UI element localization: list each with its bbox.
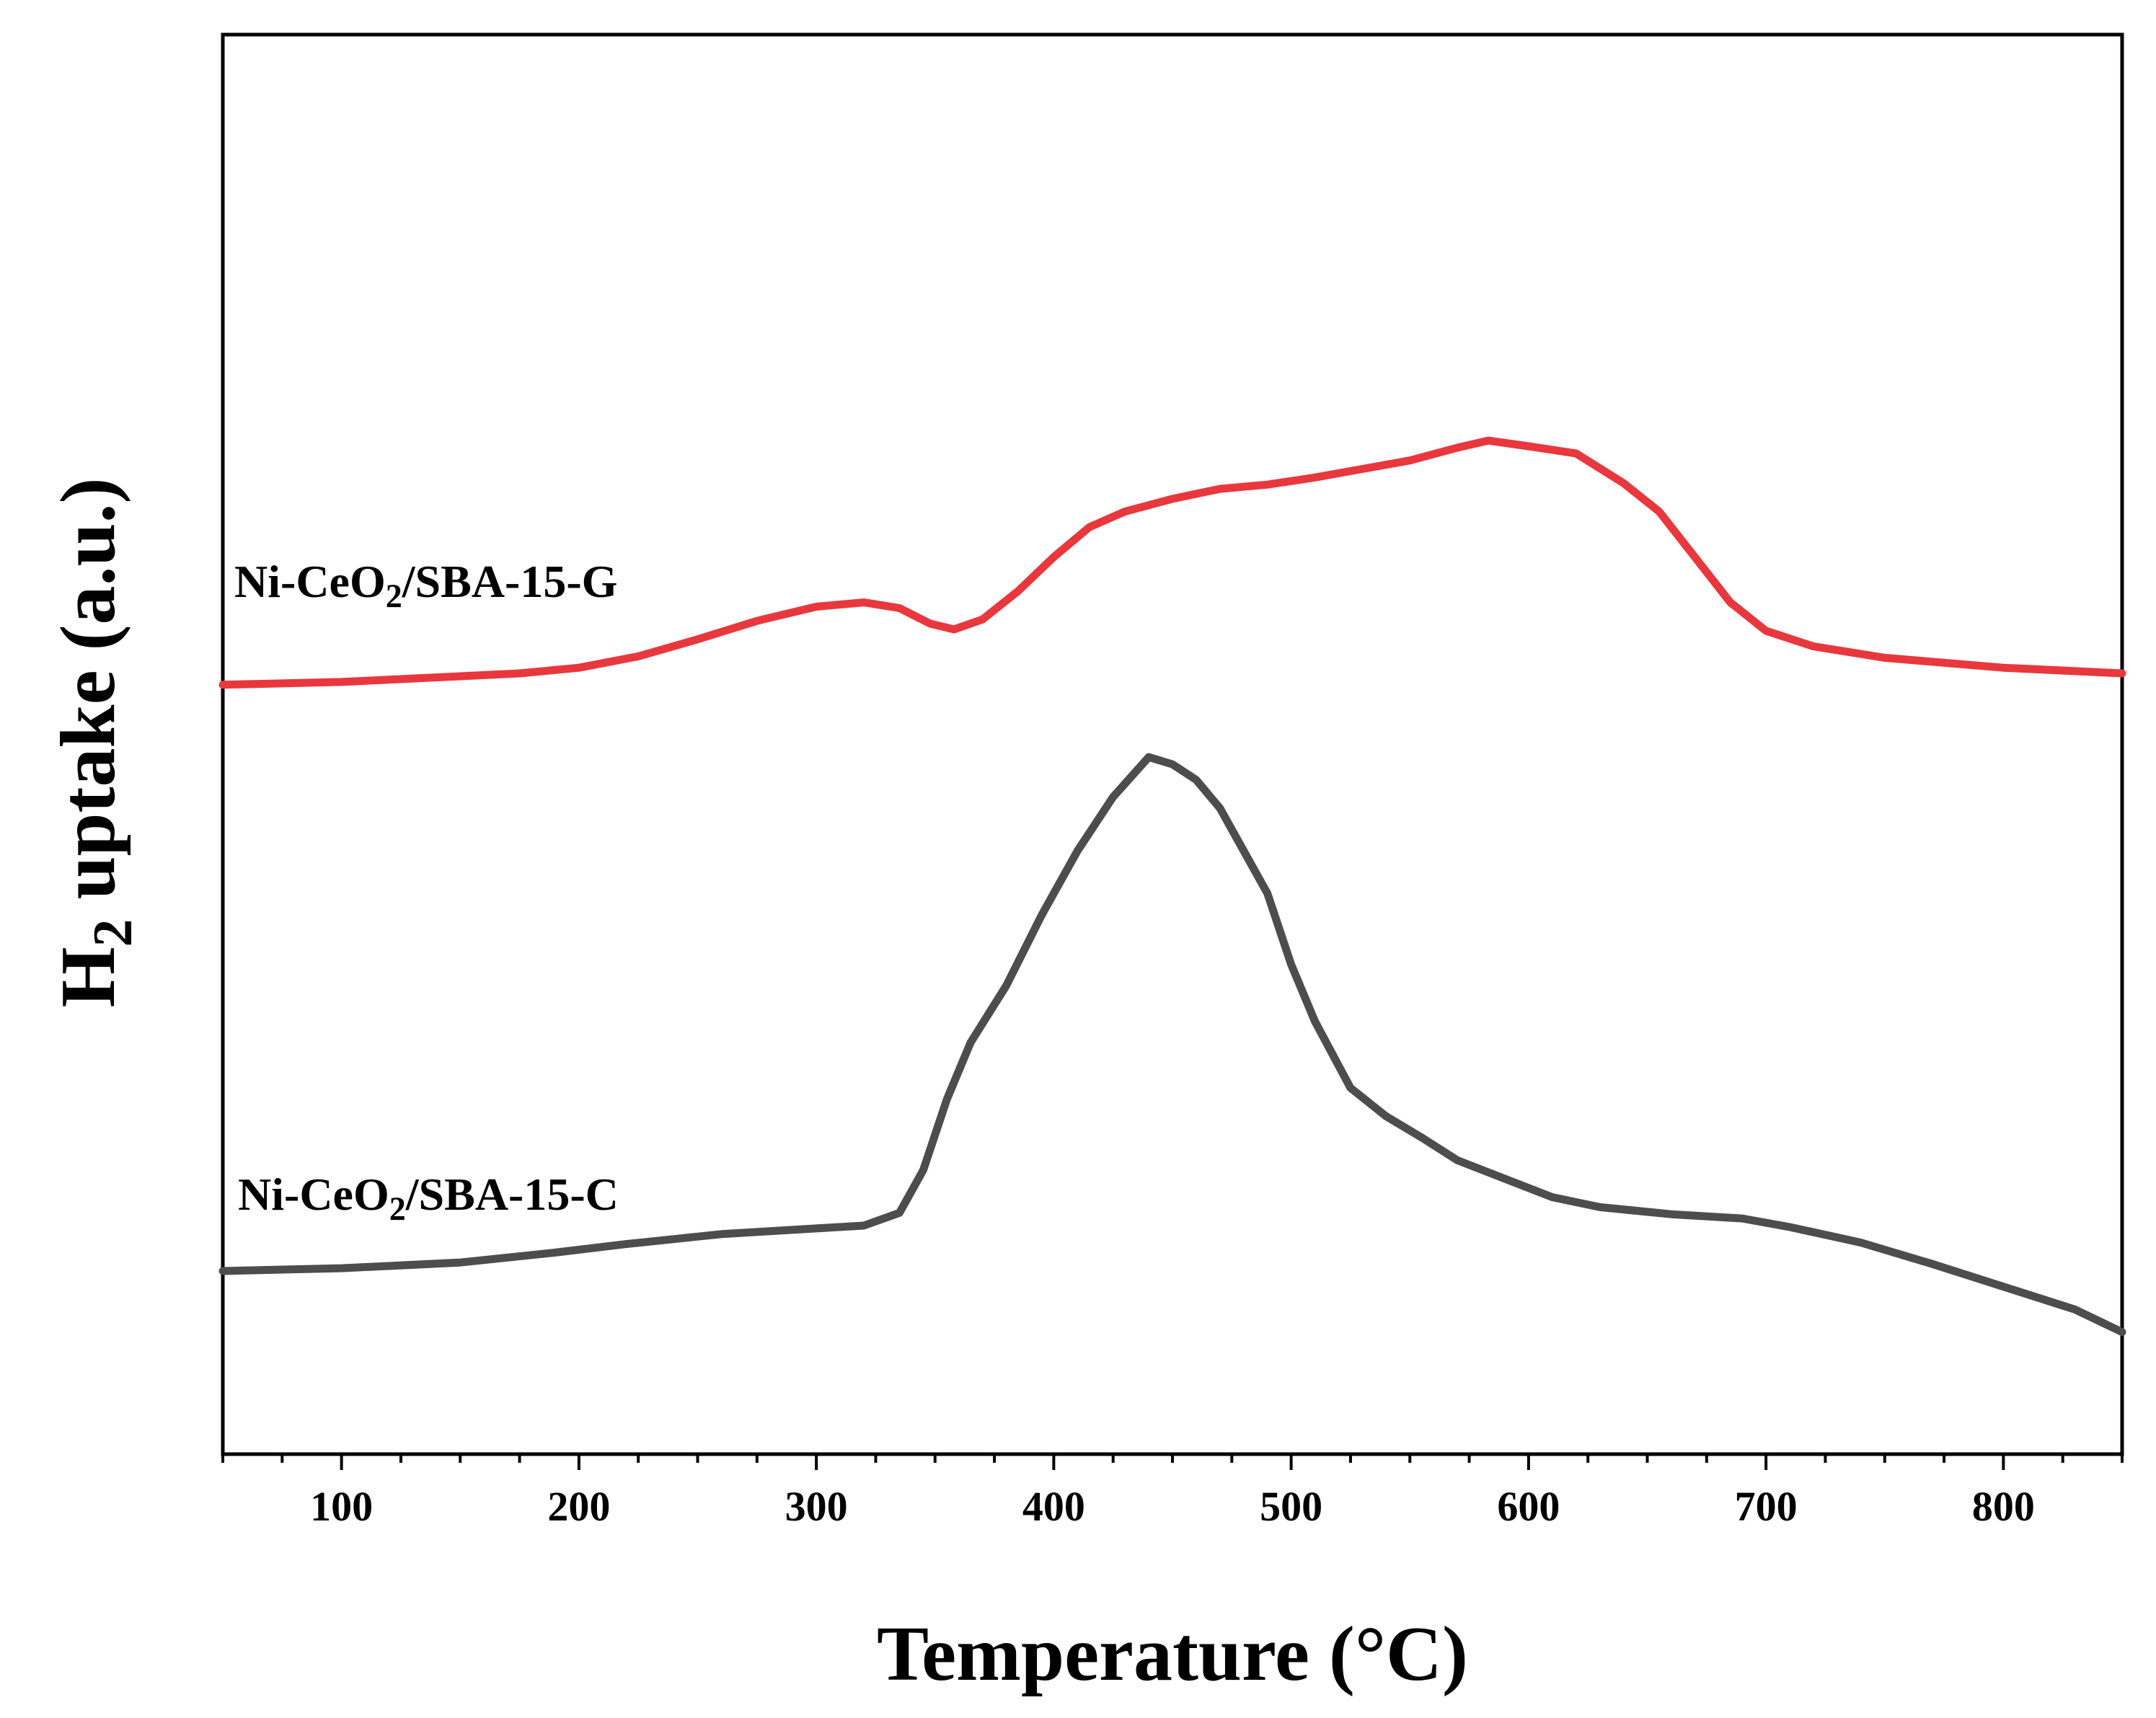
y-axis-title: H2 uptake (a.u.) [45, 478, 143, 1008]
x-axis-tick-labels: 100 200 300 400 500 600 700 800 [310, 1483, 2035, 1530]
x-axis-title: Temperature (°C) [877, 1611, 1468, 1697]
x-tick-label: 400 [1022, 1483, 1085, 1530]
series-line-g [218, 436, 2126, 689]
x-tick-label: 200 [547, 1483, 610, 1530]
series-label-c: Ni-CeO2/SBA-15-C [238, 1169, 619, 1227]
x-tick-label: 700 [1735, 1483, 1798, 1530]
series-label-g: Ni-CeO2/SBA-15-G [234, 556, 617, 614]
x-tick-label: 800 [1972, 1483, 2035, 1530]
x-tick-label: 300 [785, 1483, 848, 1530]
x-tick-label: 500 [1260, 1483, 1322, 1530]
x-axis-ticks [221, 1454, 2124, 1470]
x-tick-label: 100 [310, 1483, 373, 1530]
series-lines [218, 436, 2126, 1337]
series-line-c [218, 753, 2126, 1337]
x-tick-label: 600 [1497, 1483, 1560, 1530]
